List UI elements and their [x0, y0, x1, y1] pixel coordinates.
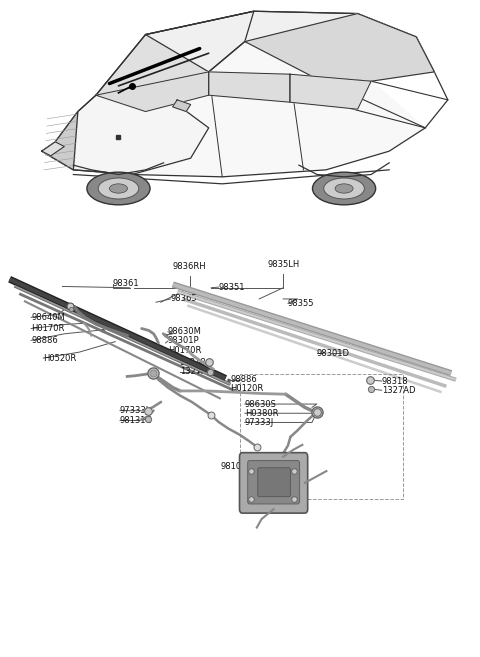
- Polygon shape: [173, 100, 191, 112]
- Text: 98630M: 98630M: [168, 327, 202, 336]
- Text: H0120R: H0120R: [230, 384, 264, 394]
- Text: 98301P: 98301P: [168, 336, 200, 346]
- Polygon shape: [245, 14, 434, 81]
- Text: 98361: 98361: [113, 279, 139, 288]
- Text: 9835LH: 9835LH: [267, 260, 300, 269]
- Text: 1327AD: 1327AD: [382, 386, 415, 395]
- Polygon shape: [290, 74, 371, 109]
- Text: 9836RH: 9836RH: [173, 262, 206, 271]
- FancyBboxPatch shape: [248, 461, 300, 504]
- Polygon shape: [209, 72, 290, 102]
- Text: H0170R: H0170R: [31, 324, 65, 333]
- Text: 98351: 98351: [218, 283, 245, 292]
- Text: 98355: 98355: [288, 299, 314, 308]
- Ellipse shape: [87, 172, 150, 205]
- Ellipse shape: [324, 178, 364, 199]
- Polygon shape: [42, 112, 78, 170]
- Polygon shape: [42, 142, 64, 156]
- Polygon shape: [96, 41, 425, 177]
- Text: 97333J: 97333J: [120, 406, 149, 415]
- Polygon shape: [96, 72, 209, 112]
- Text: 98318: 98318: [180, 357, 206, 367]
- Ellipse shape: [312, 172, 376, 205]
- Text: 1327AD: 1327AD: [180, 367, 214, 376]
- Text: 98630S: 98630S: [245, 399, 276, 409]
- Polygon shape: [145, 11, 434, 72]
- Ellipse shape: [98, 178, 139, 199]
- Text: 98301D: 98301D: [317, 349, 350, 358]
- Text: 98131C: 98131C: [120, 416, 152, 425]
- Text: H0520R: H0520R: [43, 353, 76, 363]
- Text: 98365: 98365: [170, 294, 197, 304]
- FancyBboxPatch shape: [240, 453, 308, 513]
- FancyBboxPatch shape: [258, 468, 290, 497]
- Text: 98100H: 98100H: [221, 462, 253, 471]
- Text: 98318: 98318: [382, 376, 408, 386]
- Polygon shape: [42, 95, 209, 175]
- Text: H0380R: H0380R: [245, 409, 278, 418]
- Text: 98640M: 98640M: [31, 313, 65, 322]
- Ellipse shape: [335, 184, 353, 193]
- Text: 98886: 98886: [31, 336, 58, 345]
- Text: 98886: 98886: [230, 375, 257, 384]
- Polygon shape: [96, 11, 254, 104]
- Text: H0170R: H0170R: [168, 346, 202, 355]
- Ellipse shape: [109, 184, 128, 193]
- Text: 97333J: 97333J: [245, 418, 274, 427]
